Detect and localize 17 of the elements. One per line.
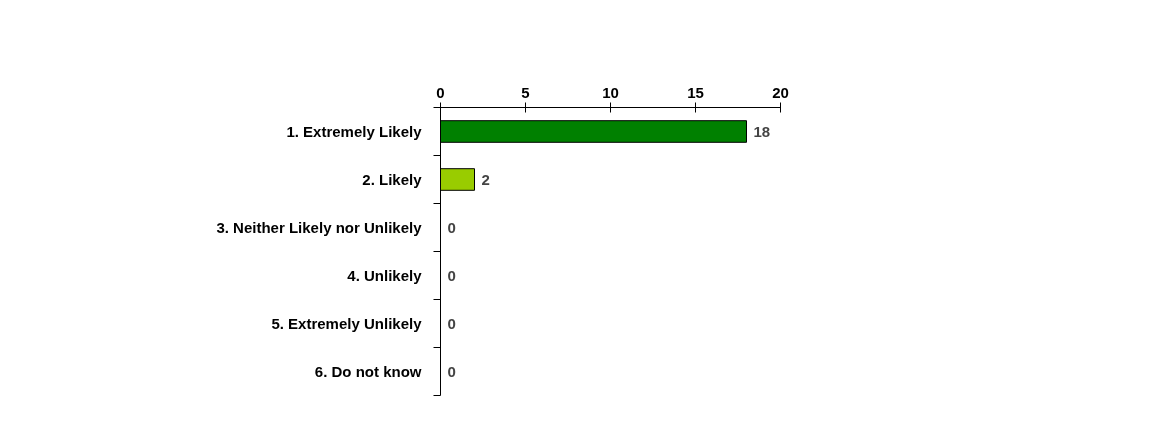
data-label: 0: [447, 362, 456, 380]
x-tick-label: 10: [602, 83, 619, 101]
data-label: 18: [753, 122, 771, 140]
data-label: 0: [447, 218, 456, 236]
x-tick-label: 15: [687, 83, 704, 101]
data-label: 2: [481, 170, 490, 188]
y-tick-label: 1. Extremely Likely: [286, 123, 423, 140]
data-label: 0: [447, 314, 456, 332]
y-tick-label: 2. Likely: [362, 171, 423, 188]
x-tick-label: 0: [436, 83, 445, 101]
y-tick-label: 3. Neither Likely nor Unlikely: [216, 219, 423, 236]
y-tick-label: 4. Unlikely: [347, 267, 423, 284]
y-tick-label: 6. Do not know: [314, 363, 422, 380]
y-tick-label: 5. Extremely Unlikely: [271, 315, 423, 332]
data-label: 0: [447, 266, 456, 284]
x-tick-label: 5: [521, 83, 530, 101]
x-tick-label: 20: [772, 83, 789, 101]
